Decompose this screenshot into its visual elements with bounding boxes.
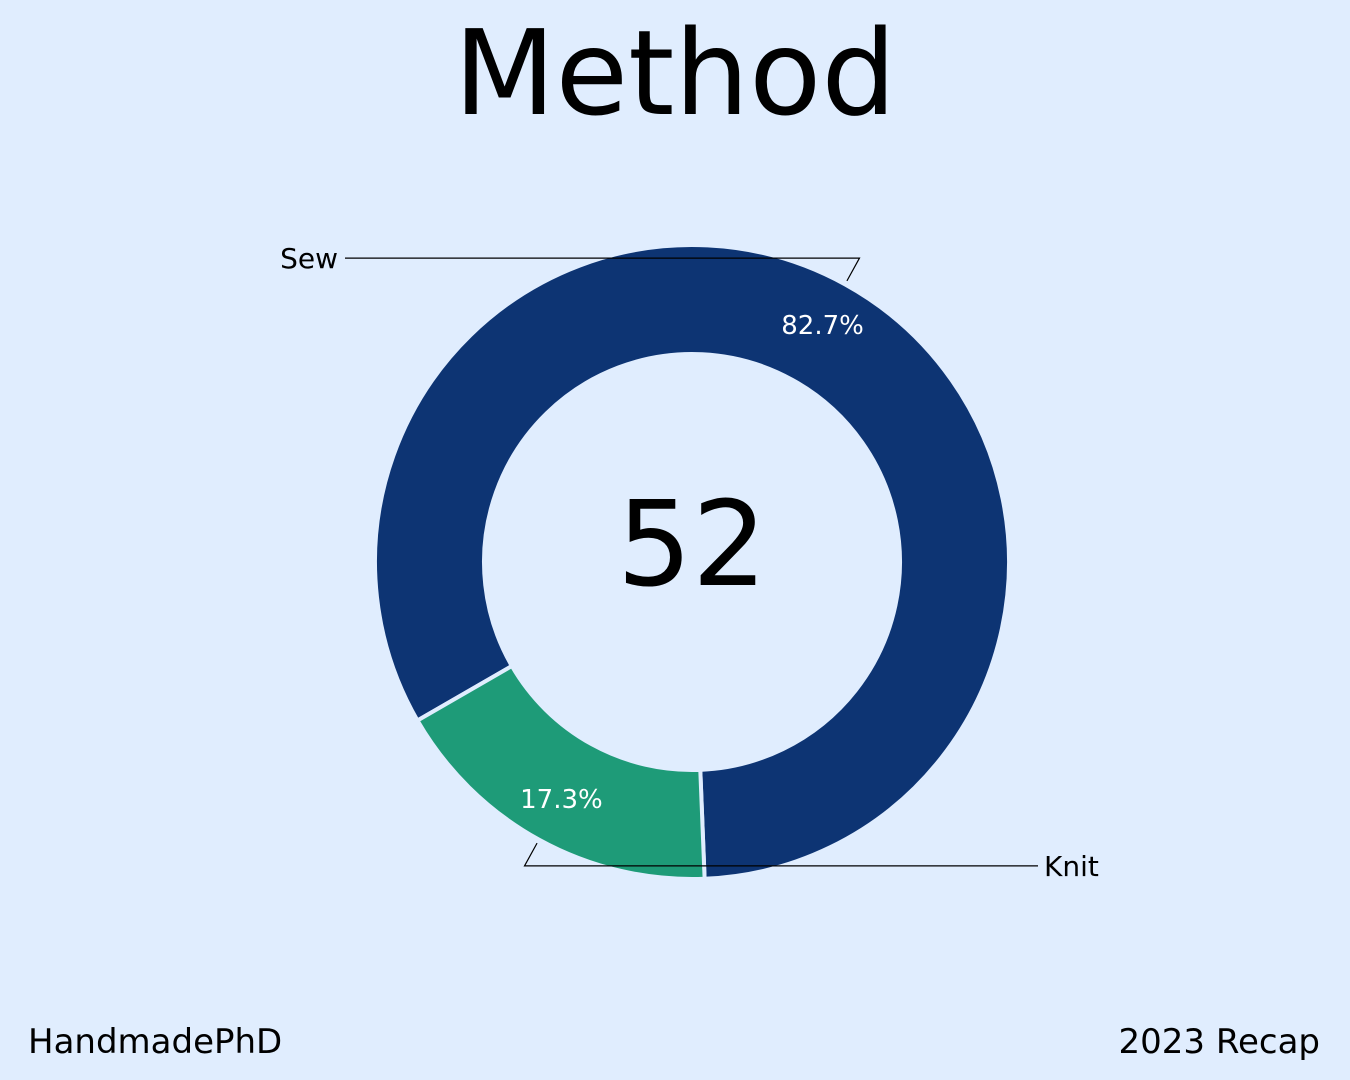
slice-sew-leader-line [345, 257, 861, 282]
slice-knit-percent-label: 17.3% [520, 785, 603, 815]
slice-knit-category-label: Knit [1044, 850, 1099, 883]
footer-brand: HandmadePhD [28, 1022, 283, 1062]
center-total-label: 52 [617, 475, 767, 613]
slice-sew-percent-label: 82.7% [781, 311, 864, 341]
slice-sew-category-label: Sew [280, 242, 338, 275]
slice-knit [414, 663, 707, 881]
slice-knit-leader-line [523, 842, 1038, 867]
slice-sew [373, 243, 1011, 881]
footer-recap: 2023 Recap [1118, 1022, 1320, 1062]
chart-title: Method [453, 4, 897, 142]
